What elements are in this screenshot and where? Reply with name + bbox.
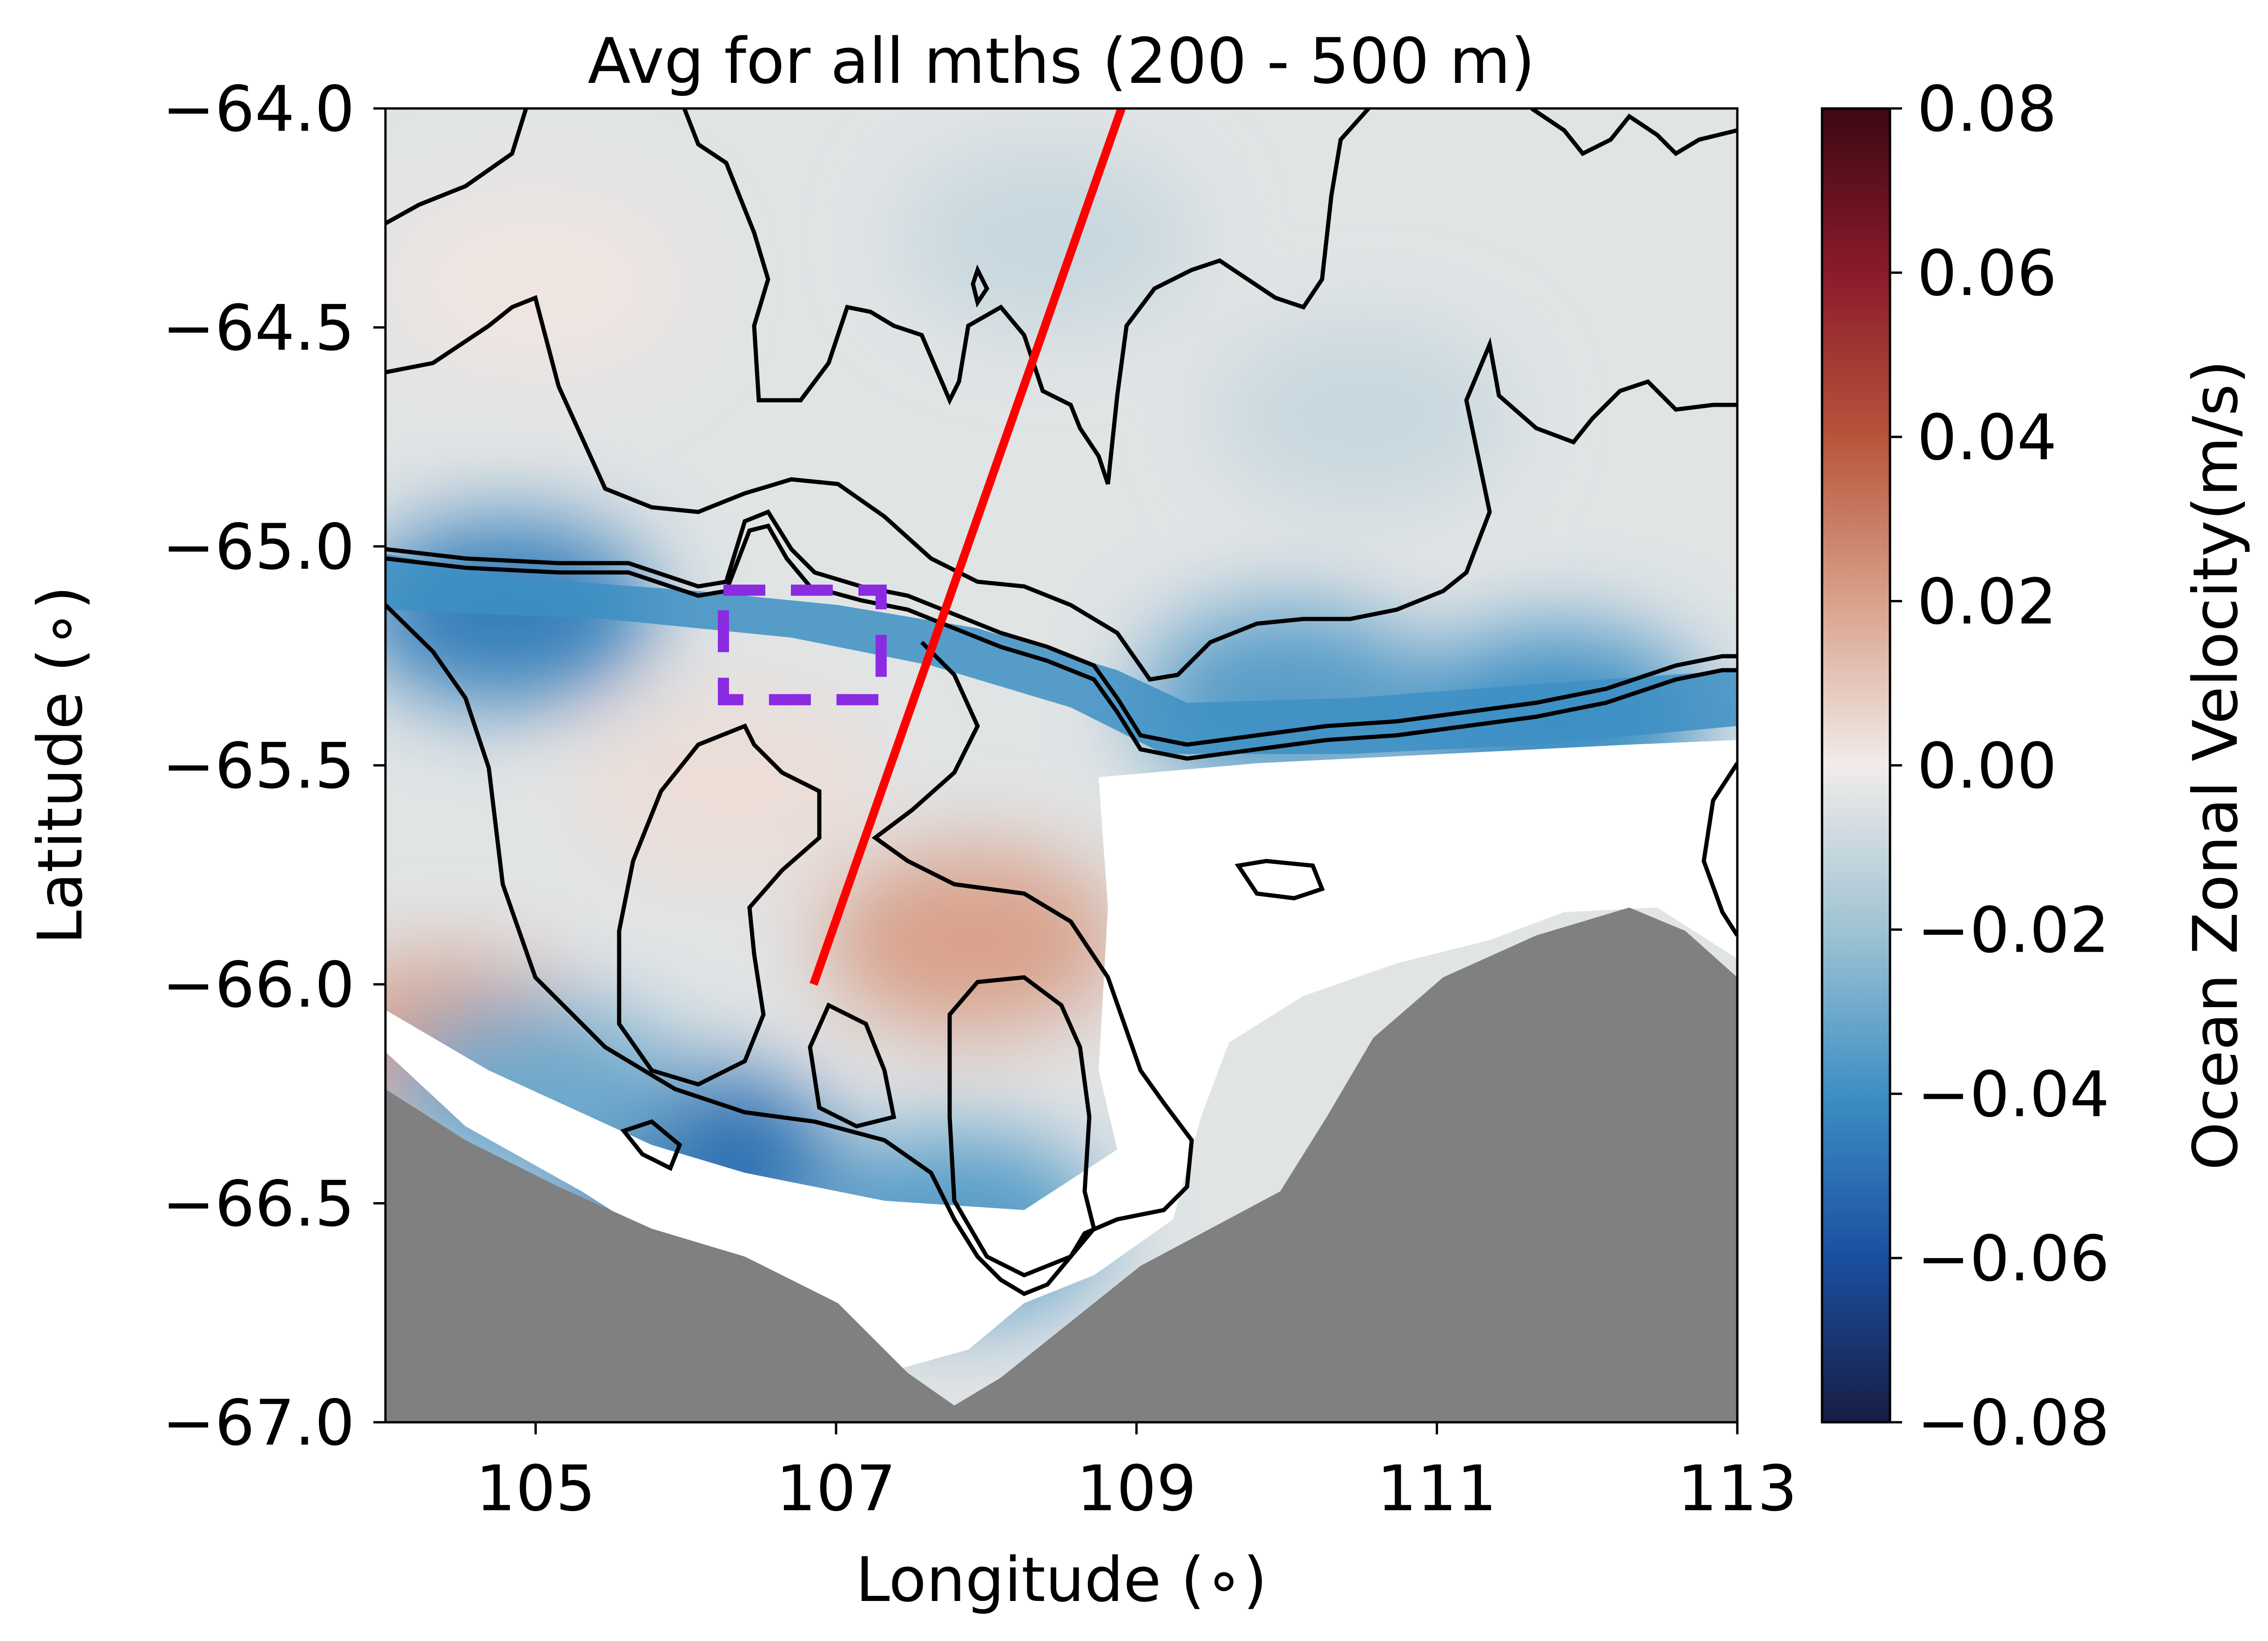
contour-line <box>1701 762 1737 937</box>
y-tick-label: −64.0 <box>162 73 355 146</box>
contour-line <box>385 108 528 225</box>
colorbar-tick-label: 0.06 <box>1917 237 2057 310</box>
x-axis: 105 107 109 111 113 <box>476 1422 1797 1525</box>
x-tick-label: 105 <box>476 1452 596 1525</box>
contour-line <box>1530 108 1737 156</box>
contour-line <box>947 975 1096 1278</box>
colorbar <box>1821 107 1891 1424</box>
contour-line <box>617 723 822 1087</box>
x-tick-label: 109 <box>1076 1452 1196 1525</box>
chart-title: Avg for all mths (200 - 500 m) <box>587 25 1535 98</box>
no-data-region <box>385 740 1737 1373</box>
contour-line <box>1235 859 1325 901</box>
velocity-feature <box>386 190 685 377</box>
contour-line <box>385 509 1737 747</box>
transect-line <box>810 108 1126 986</box>
contour-line <box>385 295 1737 682</box>
velocity-feature <box>582 694 880 881</box>
colorbar-tick-label: 0.02 <box>1917 565 2057 639</box>
colorbar-tick-label: 0.08 <box>1917 73 2057 146</box>
x-tick-label: 113 <box>1677 1452 1797 1525</box>
colorbar-tick-label: −0.04 <box>1917 1058 2110 1131</box>
y-axis: −64.0 −64.5 −65.0 −65.5 −66.0 −66.5 −67.0 <box>162 73 385 1459</box>
plot-area <box>385 108 1737 1422</box>
x-tick-label: 107 <box>776 1452 896 1525</box>
bathymetry-contours <box>385 108 1737 1297</box>
colorbar-tick-label: 0.00 <box>1917 730 2057 803</box>
study-region-box <box>718 585 887 706</box>
y-tick-label: −64.5 <box>162 292 355 365</box>
contour-line <box>682 108 1370 485</box>
y-tick-label: −65.0 <box>162 511 355 584</box>
contour-line <box>971 264 990 308</box>
x-axis-label: Longitude (∘) <box>856 1544 1267 1616</box>
colorbar-tick-label: −0.06 <box>1917 1222 2110 1295</box>
colorbar-tick-label: 0.04 <box>1917 401 2057 474</box>
velocity-feature <box>822 847 1120 1034</box>
x-tick-label: 111 <box>1377 1452 1497 1525</box>
contour-line <box>385 523 1737 761</box>
land-mask <box>385 908 1737 1422</box>
contour-line <box>808 1002 897 1129</box>
y-tick-label: −67.0 <box>162 1386 355 1459</box>
y-tick-label: −66.5 <box>162 1168 355 1241</box>
y-axis-label: Latitude (∘) <box>25 586 96 945</box>
colorbar-label: Ocean Zonal Velocity(m/s) <box>2180 360 2252 1170</box>
colorbar-ticks: 0.08 0.06 0.04 0.02 0.00 −0.02 −0.04 −0.06 −0.08 <box>1890 73 2110 1459</box>
velocity-feature <box>897 147 1195 333</box>
colorbar-tick-label: −0.02 <box>1917 894 2110 967</box>
velocity-feature <box>1213 322 1511 508</box>
y-tick-label: −65.5 <box>162 730 355 803</box>
y-tick-label: −66.0 <box>162 948 355 1022</box>
contour-line <box>620 1119 682 1171</box>
colorbar-tick-label: −0.08 <box>1917 1386 2110 1459</box>
